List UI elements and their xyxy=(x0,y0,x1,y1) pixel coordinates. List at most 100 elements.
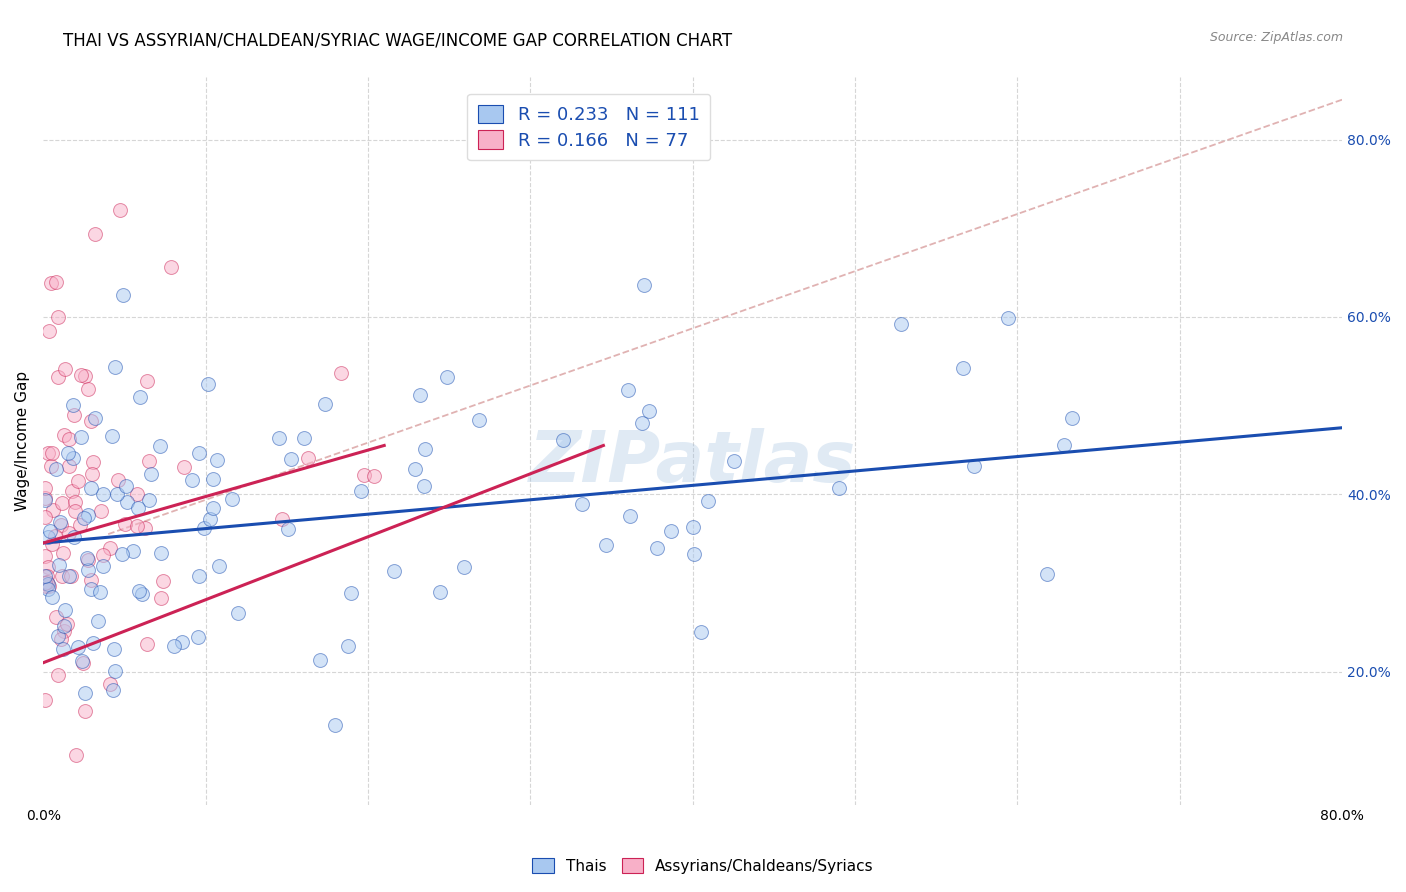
Point xyxy=(45,610,67,624)
Point xyxy=(630,416,652,430)
Point xyxy=(41,590,63,604)
Point xyxy=(1052,438,1074,452)
Point xyxy=(136,374,159,388)
Point xyxy=(80,414,103,428)
Point xyxy=(52,546,75,560)
Point xyxy=(91,559,114,574)
Point xyxy=(77,382,100,396)
Point xyxy=(45,275,67,289)
Point xyxy=(63,495,86,509)
Point xyxy=(723,453,745,467)
Point xyxy=(292,431,315,445)
Point xyxy=(107,473,129,487)
Point xyxy=(46,667,69,681)
Point xyxy=(340,586,363,600)
Point xyxy=(46,310,69,324)
Point xyxy=(70,368,93,382)
Point xyxy=(72,657,94,671)
Point xyxy=(38,579,60,593)
Point xyxy=(150,546,173,560)
Point xyxy=(34,549,56,564)
Point xyxy=(52,642,75,657)
Point xyxy=(56,616,79,631)
Point xyxy=(429,585,451,599)
Point xyxy=(297,451,319,466)
Point xyxy=(34,510,56,524)
Point xyxy=(37,530,59,544)
Point xyxy=(952,361,974,376)
Point xyxy=(571,497,593,511)
Point xyxy=(689,625,711,640)
Point xyxy=(90,504,112,518)
Point xyxy=(73,704,96,718)
Point xyxy=(75,685,97,699)
Point xyxy=(193,521,215,535)
Point xyxy=(34,481,56,495)
Point xyxy=(80,574,103,588)
Legend: Thais, Assyrians/Chaldeans/Syriacs: Thais, Assyrians/Chaldeans/Syriacs xyxy=(526,852,880,880)
Point xyxy=(336,639,359,653)
Point xyxy=(80,467,103,481)
Point xyxy=(69,518,91,533)
Point xyxy=(828,481,851,495)
Point xyxy=(39,524,62,538)
Point xyxy=(48,558,70,572)
Y-axis label: Wage/Income Gap: Wage/Income Gap xyxy=(15,371,30,511)
Point xyxy=(659,524,682,538)
Point xyxy=(122,544,145,558)
Point xyxy=(467,413,489,427)
Point xyxy=(181,473,204,487)
Point xyxy=(115,479,138,493)
Point xyxy=(49,515,72,529)
Point xyxy=(76,551,98,566)
Point xyxy=(44,529,66,543)
Point xyxy=(125,486,148,500)
Point xyxy=(149,439,172,453)
Point xyxy=(131,587,153,601)
Point xyxy=(98,677,121,691)
Point xyxy=(350,483,373,498)
Point xyxy=(58,569,80,583)
Legend: R = 0.233   N = 111, R = 0.166   N = 77: R = 0.233 N = 111, R = 0.166 N = 77 xyxy=(467,94,710,161)
Point xyxy=(187,630,209,644)
Point xyxy=(34,493,56,508)
Point xyxy=(159,260,181,274)
Point xyxy=(202,472,225,486)
Point xyxy=(633,277,655,292)
Point xyxy=(280,452,302,467)
Point xyxy=(73,369,96,384)
Point xyxy=(34,569,56,583)
Point xyxy=(82,636,104,650)
Point xyxy=(62,398,84,412)
Point xyxy=(51,496,73,510)
Point xyxy=(37,576,59,591)
Point xyxy=(104,360,127,375)
Point xyxy=(152,574,174,588)
Point xyxy=(267,431,290,445)
Point xyxy=(619,508,641,523)
Point xyxy=(60,483,83,498)
Point xyxy=(91,548,114,562)
Point xyxy=(551,434,574,448)
Point xyxy=(595,538,617,552)
Point xyxy=(277,523,299,537)
Point xyxy=(128,390,150,404)
Point xyxy=(63,530,86,544)
Point xyxy=(101,682,124,697)
Point xyxy=(82,455,104,469)
Point xyxy=(202,501,225,516)
Point xyxy=(98,541,121,555)
Point xyxy=(696,493,718,508)
Point xyxy=(101,429,124,443)
Point xyxy=(51,569,73,583)
Point xyxy=(65,748,87,763)
Point xyxy=(104,664,127,678)
Point xyxy=(58,459,80,474)
Point xyxy=(39,458,62,473)
Point xyxy=(111,288,134,302)
Point xyxy=(198,512,221,526)
Point xyxy=(83,227,105,241)
Point xyxy=(221,491,243,506)
Point xyxy=(37,582,59,596)
Point xyxy=(173,460,195,475)
